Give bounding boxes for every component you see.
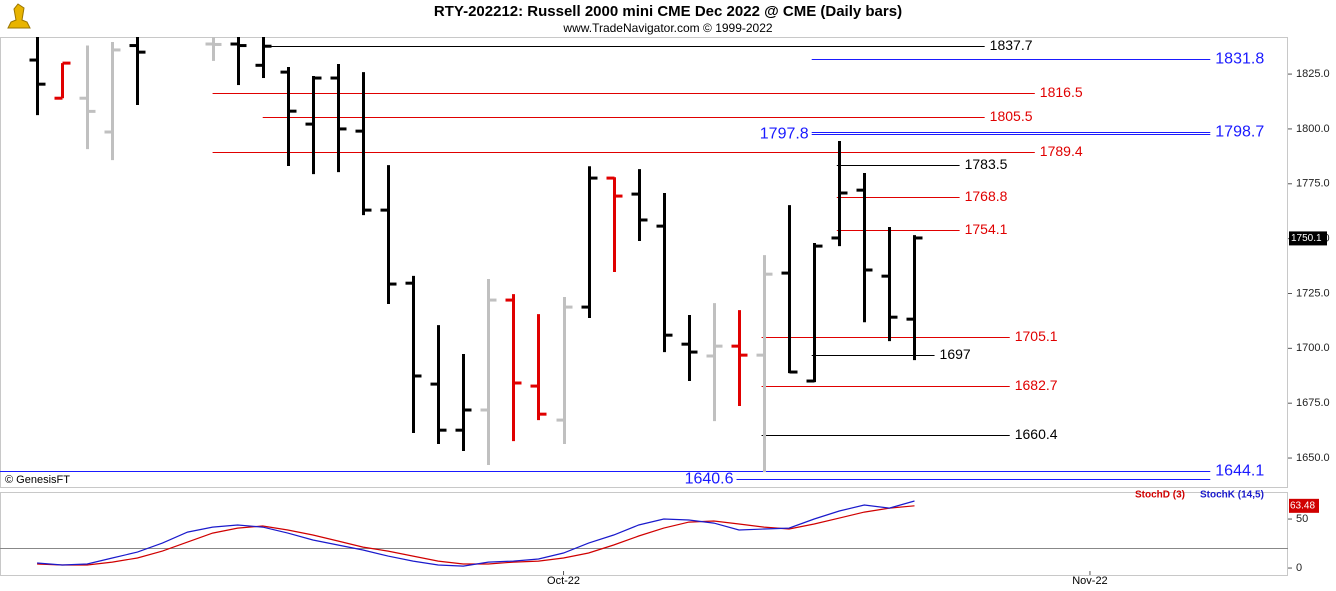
stoch-panel bbox=[0, 492, 1288, 576]
stoch-plot bbox=[0, 500, 1288, 567]
stoch-line bbox=[37, 500, 915, 567]
level-label: 1789.4 bbox=[1040, 143, 1083, 159]
main-panel bbox=[0, 37, 1288, 488]
level-label: 1644.1 bbox=[1215, 463, 1264, 480]
axes: 1650.01675.01700.01725.01750.01775.01800… bbox=[547, 37, 1330, 587]
level-label: 1640.6 bbox=[685, 471, 734, 488]
level-label: 1797.8 bbox=[760, 126, 809, 143]
last-value-box bbox=[1289, 498, 1319, 513]
level-label: 1837.7 bbox=[990, 37, 1033, 53]
y-tick-label: 1675.0 bbox=[1296, 397, 1330, 409]
watermark: © GenesisFT bbox=[5, 474, 70, 486]
legend-entry: StochD (3) bbox=[1135, 490, 1185, 501]
level-label: 1705.1 bbox=[1015, 328, 1058, 344]
y-tick-label: 1700.0 bbox=[1296, 342, 1330, 354]
x-tick-label: Nov-22 bbox=[1072, 575, 1107, 587]
y-tick-label: 1725.0 bbox=[1296, 287, 1330, 299]
legend-entry: StochK (14,5) bbox=[1200, 490, 1264, 501]
y-tick-label: 1775.0 bbox=[1296, 178, 1330, 190]
level-label: 1816.5 bbox=[1040, 84, 1083, 100]
level-label: 1783.5 bbox=[965, 156, 1008, 172]
y-tick-label: 1825.0 bbox=[1296, 68, 1330, 80]
level-label: 1697 bbox=[940, 346, 971, 362]
level-label: 1754.1 bbox=[965, 221, 1008, 237]
x-tick-label: Oct-22 bbox=[547, 575, 580, 587]
y-tick-label: 50 bbox=[1296, 513, 1308, 525]
level-label: 1798.7 bbox=[1215, 124, 1264, 141]
level-label: 1682.7 bbox=[1015, 377, 1058, 393]
y-tick-label: 0 bbox=[1296, 562, 1302, 574]
level-label: 1831.8 bbox=[1215, 51, 1264, 68]
logo bbox=[7, 3, 31, 29]
chart-subtitle: www.TradeNavigator.com © 1999-2022 bbox=[562, 21, 772, 35]
stoch-line bbox=[37, 505, 915, 566]
price-plot bbox=[0, 37, 1211, 480]
last-value-label: 63.48 bbox=[1290, 500, 1315, 511]
chart-title: RTY-202212: Russell 2000 mini CME Dec 20… bbox=[434, 3, 902, 20]
last-price-box bbox=[1289, 231, 1327, 246]
level-label: 1805.5 bbox=[990, 108, 1033, 124]
last-price-label: 1750.1 bbox=[1291, 233, 1322, 244]
y-tick-label: 1800.0 bbox=[1296, 123, 1330, 135]
level-label: 1660.4 bbox=[1015, 426, 1058, 442]
y-tick-label: 1650.0 bbox=[1296, 452, 1330, 464]
level-label: 1768.8 bbox=[965, 188, 1008, 204]
